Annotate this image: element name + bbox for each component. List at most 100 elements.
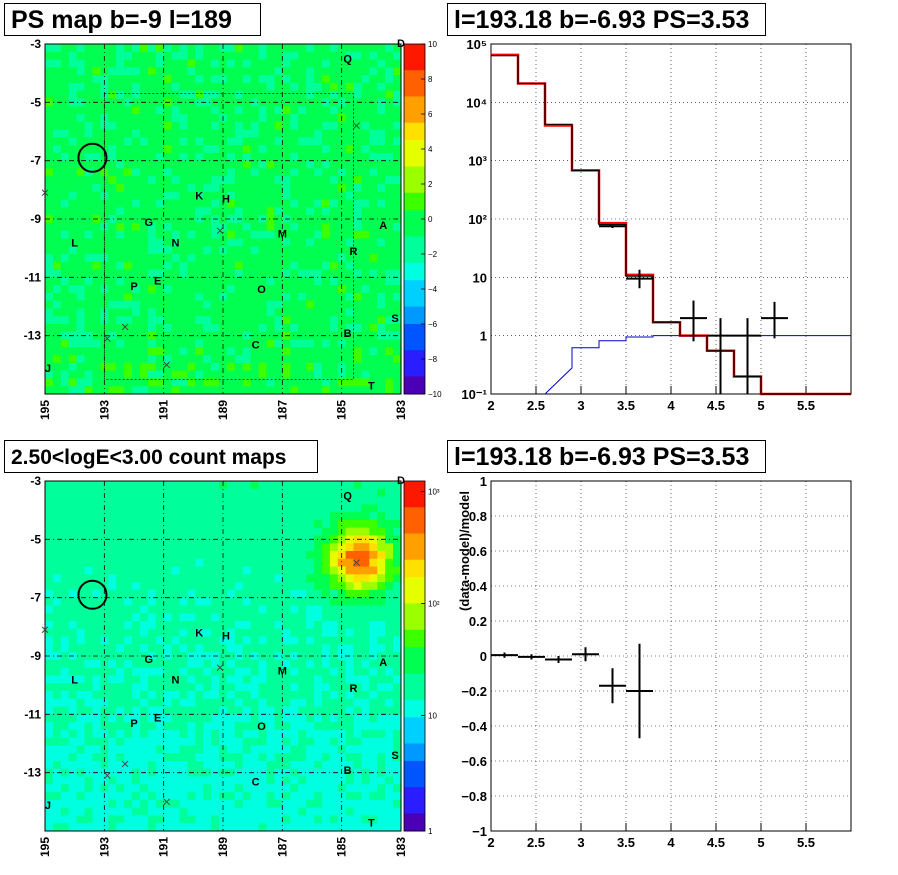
heatmap-cell xyxy=(203,636,212,645)
heatmap-cell xyxy=(353,168,362,177)
heatmap-cell xyxy=(124,269,133,278)
x-tick-label: 4.5 xyxy=(707,835,725,850)
heatmap-cell xyxy=(337,362,347,372)
heatmap-cell xyxy=(369,316,378,325)
heatmap-cell xyxy=(234,230,244,239)
heatmap-cell xyxy=(60,67,70,76)
heatmap-cell xyxy=(155,199,165,208)
heatmap-cell xyxy=(242,698,252,708)
heatmap-cell xyxy=(147,574,157,583)
heatmap-cell xyxy=(76,737,86,746)
heatmap-cell xyxy=(84,714,93,723)
heatmap-cell xyxy=(393,799,402,809)
heatmap-cell xyxy=(361,488,370,498)
heatmap-cell xyxy=(313,292,323,302)
heatmap-cell xyxy=(353,254,362,263)
heatmap-cell xyxy=(45,776,54,785)
heatmap-cell xyxy=(195,574,204,583)
heatmap-cell xyxy=(60,308,70,317)
heatmap-cell xyxy=(250,675,260,684)
heatmap-cell xyxy=(282,582,291,591)
heatmap-cell xyxy=(377,488,386,498)
heatmap-cell xyxy=(361,815,370,824)
heatmap-cell xyxy=(250,807,260,816)
heatmap-cell xyxy=(385,254,394,263)
heatmap-cell xyxy=(132,698,141,708)
heatmap-cell xyxy=(45,597,54,606)
heatmap-cell xyxy=(171,597,180,606)
heatmap-cell xyxy=(234,792,244,801)
heatmap-cell xyxy=(179,51,188,61)
heatmap-cell xyxy=(203,285,212,294)
heatmap-cell xyxy=(313,535,323,544)
heatmap-cell xyxy=(195,706,204,715)
heatmap-cell xyxy=(171,722,180,731)
heatmap-cell xyxy=(377,199,386,208)
heatmap-cell xyxy=(306,184,315,193)
heatmap-cell xyxy=(306,792,315,801)
heatmap-cell xyxy=(298,324,307,333)
heatmap-cell xyxy=(393,129,402,138)
heatmap-cell xyxy=(45,137,54,146)
heatmap-cell xyxy=(329,238,339,247)
heatmap-cell xyxy=(345,504,355,513)
heatmap-cell xyxy=(226,527,236,536)
heatmap-cell xyxy=(171,114,180,123)
heatmap-cell xyxy=(203,199,212,208)
heatmap-cell xyxy=(266,737,275,746)
heatmap-cell xyxy=(258,659,268,669)
heatmap-cell xyxy=(266,784,275,793)
heatmap-cell xyxy=(306,362,315,372)
heatmap-cell xyxy=(274,331,283,341)
heatmap-cell xyxy=(393,51,402,61)
heatmap-cell xyxy=(337,277,347,286)
heatmap-cell xyxy=(385,51,394,61)
heatmap-cell xyxy=(76,129,86,138)
heatmap-cell xyxy=(163,527,173,536)
heatmap-cell xyxy=(108,729,117,739)
heatmap-cell xyxy=(203,75,212,84)
heatmap-cell xyxy=(155,589,165,599)
heatmap-cell xyxy=(76,59,86,68)
heatmap-cell xyxy=(92,308,101,317)
heatmap-cell xyxy=(266,504,275,513)
heatmap-cell xyxy=(92,815,101,824)
source-marker xyxy=(353,122,360,130)
heatmap-cell xyxy=(132,331,141,341)
heatmap-cell xyxy=(132,230,141,239)
heatmap-cell xyxy=(124,644,133,653)
heatmap-cell xyxy=(76,792,86,801)
heatmap-cell xyxy=(298,285,307,294)
heatmap-cell xyxy=(234,504,244,513)
heatmap-cell xyxy=(108,386,117,395)
heatmap-cell xyxy=(100,59,109,68)
heatmap-cell xyxy=(68,691,78,700)
heatmap-cell xyxy=(52,199,62,208)
heatmap-cell xyxy=(171,652,180,661)
y-tick-label: 10³ xyxy=(468,154,487,169)
heatmap-cell xyxy=(306,543,315,552)
heatmap-cell xyxy=(155,823,165,832)
heatmap-cell xyxy=(139,106,149,115)
heatmap-cell xyxy=(84,269,93,278)
heatmap-cell xyxy=(187,230,196,239)
heatmap-cell xyxy=(353,261,362,271)
heatmap-cell xyxy=(353,698,362,708)
heatmap-cell xyxy=(353,706,362,715)
heatmap-cell xyxy=(242,277,252,286)
heatmap-cell xyxy=(179,67,188,76)
heatmap-cell xyxy=(306,519,315,529)
heatmap-cell xyxy=(45,504,54,513)
heatmap-cell xyxy=(361,792,370,801)
heatmap-cell xyxy=(179,98,188,107)
heatmap-cell xyxy=(329,370,339,379)
heatmap-cell xyxy=(385,589,394,599)
heatmap-cell xyxy=(385,199,394,208)
heatmap-cell xyxy=(132,137,141,146)
heatmap-cell xyxy=(290,729,299,739)
heatmap-cell xyxy=(147,652,157,661)
heatmap-cell xyxy=(171,254,180,263)
heatmap-cell xyxy=(321,753,331,762)
heatmap-cell xyxy=(179,254,188,263)
colorbar-cell xyxy=(404,481,425,491)
